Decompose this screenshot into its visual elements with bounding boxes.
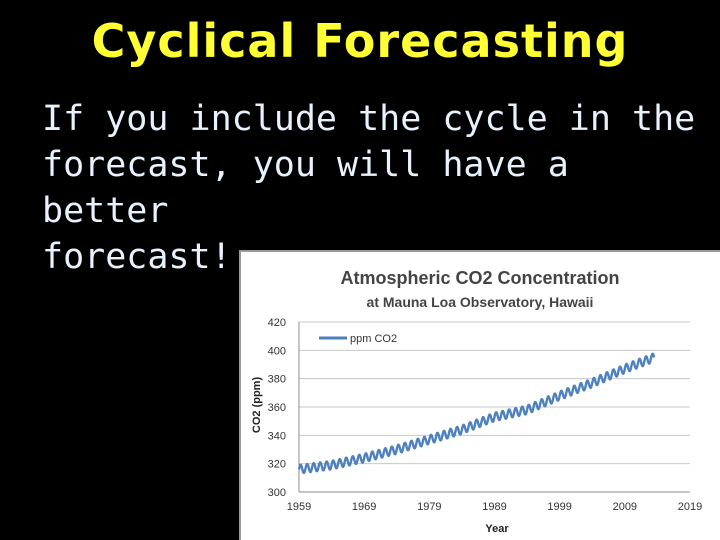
x-tick-label-1969: 1969: [352, 501, 376, 513]
body-line-1: If you include the cycle in the: [42, 99, 696, 139]
x-tick-label-1979: 1979: [417, 501, 441, 513]
x-tick-label-1959: 1959: [287, 501, 311, 513]
body-line-2: forecast, you will have a better: [42, 145, 569, 231]
slide-title: Cyclical Forecasting: [91, 14, 629, 68]
co2-chart: Atmospheric CO2 Concentration at Mauna L…: [239, 250, 720, 540]
x-tick-label-2009: 2009: [613, 501, 637, 513]
y-tick-label-340: 340: [268, 430, 286, 442]
legend: ppm CO2: [319, 333, 397, 345]
x-tick-label-1989: 1989: [482, 501, 506, 513]
chart-title: Atmospheric CO2 Concentration: [340, 268, 619, 288]
body-text: If you include the cycle in the forecast…: [42, 96, 702, 280]
x-axis-title: Year: [485, 523, 509, 535]
y-tick-label-300: 300: [268, 487, 286, 499]
y-tick-label-360: 360: [268, 402, 286, 414]
y-axis-title: CO2 (ppm): [251, 377, 263, 434]
chart-canvas: Atmospheric CO2 Concentration at Mauna L…: [251, 268, 703, 535]
plot-area: 300 320 340 360 380 400 420 1959 1969 1979 1989 199…: [268, 317, 703, 513]
legend-label-ppm-co2: ppm CO2: [350, 333, 397, 345]
y-tick-label-380: 380: [268, 374, 286, 386]
body-line-3: forecast!: [42, 237, 232, 277]
series-line-ppm-co2: [297, 352, 656, 475]
y-tick-label-420: 420: [268, 317, 286, 329]
chart-subtitle: at Mauna Loa Observatory, Hawaii: [367, 294, 594, 310]
x-tick-label-2019: 2019: [678, 501, 702, 513]
y-tick-label-400: 400: [268, 345, 286, 357]
x-tick-label-1999: 1999: [547, 501, 571, 513]
y-tick-label-320: 320: [268, 459, 286, 471]
